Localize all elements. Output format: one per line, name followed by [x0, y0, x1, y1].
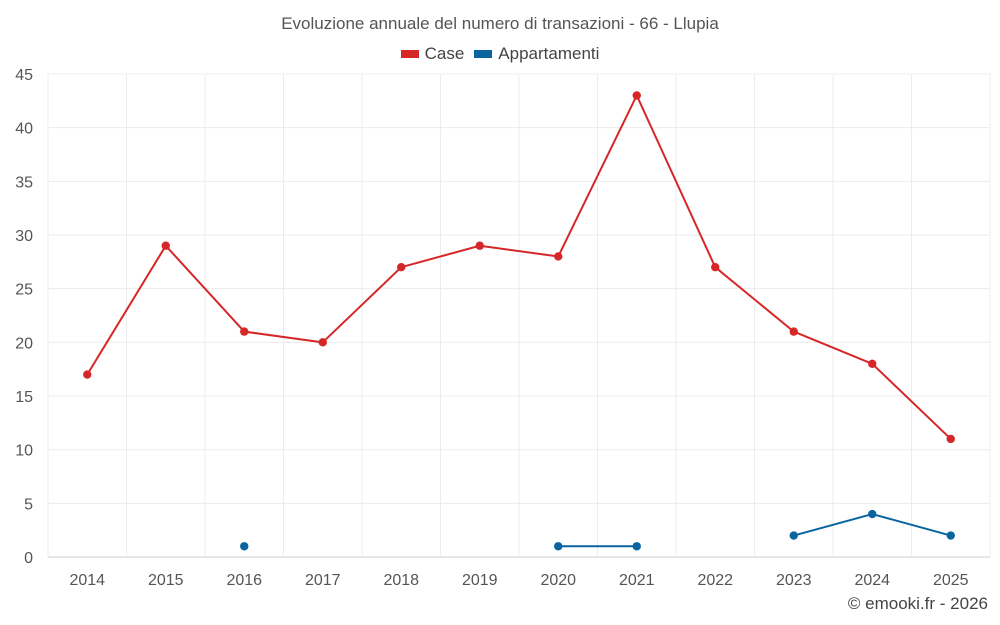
x-tick-label: 2014 — [69, 572, 105, 589]
copyright-credit: © emooki.fr - 2026 — [847, 594, 988, 613]
x-tick-label: 2015 — [148, 572, 184, 589]
data-point-appartamenti — [868, 509, 877, 519]
legend-swatch-appartamenti — [474, 50, 493, 58]
data-point-case — [83, 370, 92, 379]
x-tick-label: 2018 — [383, 572, 419, 589]
series-line-case — [165, 245, 245, 333]
y-tick-label: 45 — [15, 67, 33, 84]
series-line-case — [793, 330, 873, 365]
y-tick-label: 40 — [15, 121, 33, 138]
series-line-case — [871, 363, 952, 440]
data-point-case — [632, 91, 641, 100]
data-point-case — [946, 434, 955, 444]
x-tick-label: 2021 — [619, 572, 655, 589]
data-point-case — [318, 338, 327, 347]
series-line-case — [400, 244, 481, 269]
legend-item-case[interactable]: Case — [400, 44, 465, 64]
x-tick-label: 2024 — [854, 572, 890, 589]
legend-item-appartamenti[interactable]: Appartamenti — [474, 44, 599, 64]
data-point-appartamenti — [632, 542, 641, 551]
y-tick-label: 20 — [15, 335, 33, 352]
series-line-case — [322, 266, 402, 344]
legend-label-case: Case — [424, 44, 465, 63]
data-point-appartamenti — [946, 531, 955, 540]
data-point-case — [475, 241, 484, 250]
data-point-appartamenti — [554, 542, 563, 551]
y-tick-label: 10 — [15, 443, 33, 460]
chart-title: Evoluzione annuale del numero di transaz… — [281, 14, 719, 33]
data-point-case — [711, 263, 720, 272]
data-point-case — [554, 252, 563, 261]
legend-swatch-case — [400, 50, 419, 58]
x-tick-label: 2022 — [697, 572, 733, 589]
x-tick-label: 2020 — [540, 572, 576, 589]
x-tick-label: 2019 — [462, 572, 498, 589]
x-tick-label: 2016 — [226, 572, 262, 589]
data-point-case — [240, 327, 249, 336]
data-point-appartamenti — [789, 531, 798, 540]
data-point-case — [868, 359, 877, 368]
y-tick-label: 15 — [15, 389, 33, 406]
x-tick-label: 2025 — [933, 572, 969, 589]
legend-label-appartamenti: Appartamenti — [498, 44, 600, 63]
series-line-case — [557, 95, 638, 257]
data-point-case — [789, 327, 798, 336]
series-line-case — [244, 330, 323, 344]
y-tick-label: 5 — [24, 496, 33, 513]
y-tick-label: 35 — [15, 174, 33, 191]
y-tick-label: 25 — [15, 282, 33, 299]
series-line-case — [635, 95, 717, 268]
data-point-case — [161, 241, 170, 250]
y-tick-label: 30 — [15, 228, 33, 245]
legend: Case Appartamenti — [0, 44, 1000, 64]
data-point-appartamenti — [240, 542, 249, 551]
series-line-case — [479, 244, 559, 258]
series-line-case — [86, 245, 167, 376]
series-line-case — [714, 266, 795, 333]
series-line-appartamenti — [793, 513, 873, 537]
x-tick-label: 2017 — [305, 572, 341, 589]
data-point-case — [397, 263, 406, 272]
series-line-appartamenti — [871, 513, 952, 537]
y-tick-label: 0 — [24, 550, 33, 567]
x-tick-label: 2023 — [776, 572, 812, 589]
